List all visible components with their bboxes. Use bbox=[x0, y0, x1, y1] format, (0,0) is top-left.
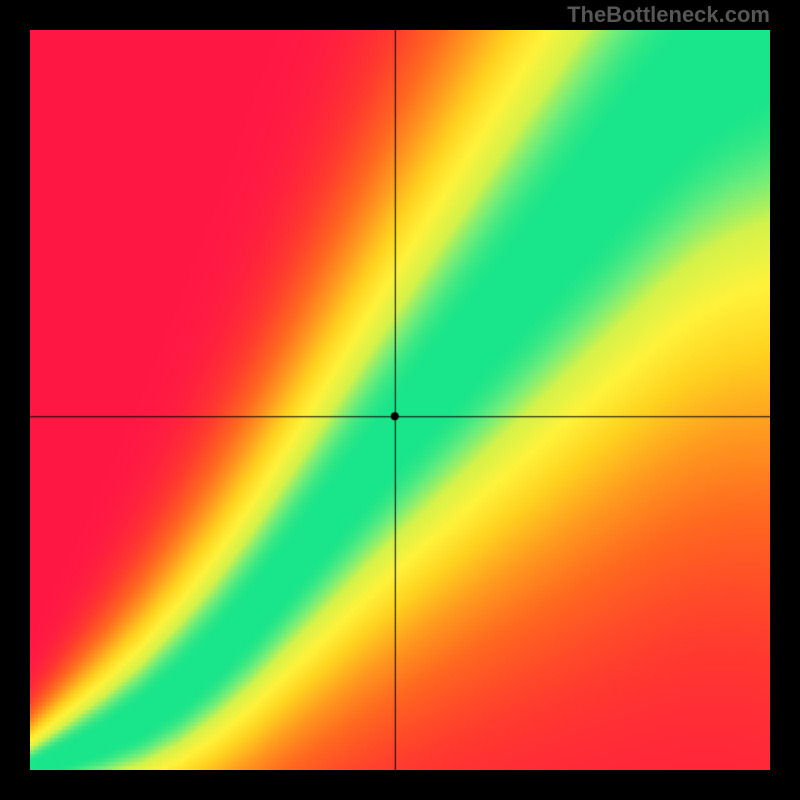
chart-frame: { "watermark": { "text": "TheBottleneck.… bbox=[0, 0, 800, 800]
watermark-text: TheBottleneck.com bbox=[567, 2, 770, 28]
bottleneck-heatmap bbox=[30, 30, 770, 770]
